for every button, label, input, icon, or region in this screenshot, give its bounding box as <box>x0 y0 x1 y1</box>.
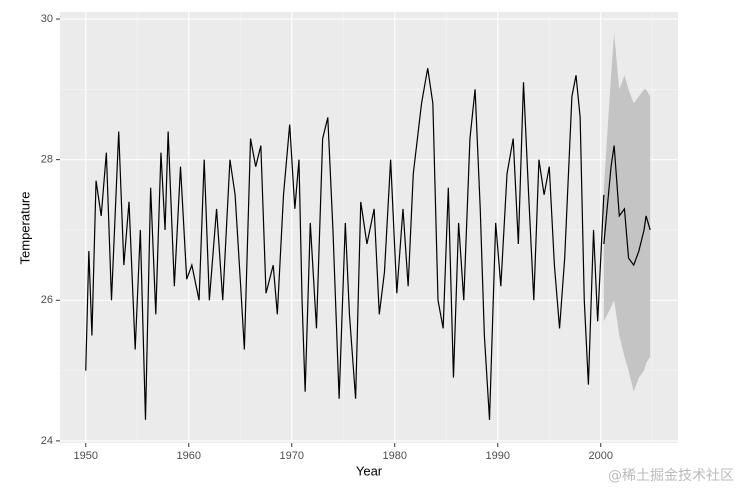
x-tick-label: 1970 <box>280 450 304 462</box>
forecast-line <box>603 145 651 267</box>
y-tick-label: 28 <box>41 154 53 166</box>
y-tick-label: 24 <box>41 435 53 447</box>
observed-line <box>85 68 605 420</box>
y-tick-label: 30 <box>41 13 53 25</box>
x-tick-label: 1980 <box>383 450 407 462</box>
watermark: @稀土掘金技术社区 <box>608 468 734 484</box>
panel <box>60 12 678 443</box>
x-tick-label: 2000 <box>589 450 613 462</box>
forecast-interval <box>603 33 651 392</box>
x-tick-label: 1960 <box>177 450 201 462</box>
x-tick-label: 1950 <box>74 450 98 462</box>
x-tick-label: 1990 <box>486 450 510 462</box>
y-axis-title: Temperature <box>17 192 32 265</box>
y-tick-label: 26 <box>41 294 53 306</box>
x-axis-title: Year <box>356 463 383 478</box>
